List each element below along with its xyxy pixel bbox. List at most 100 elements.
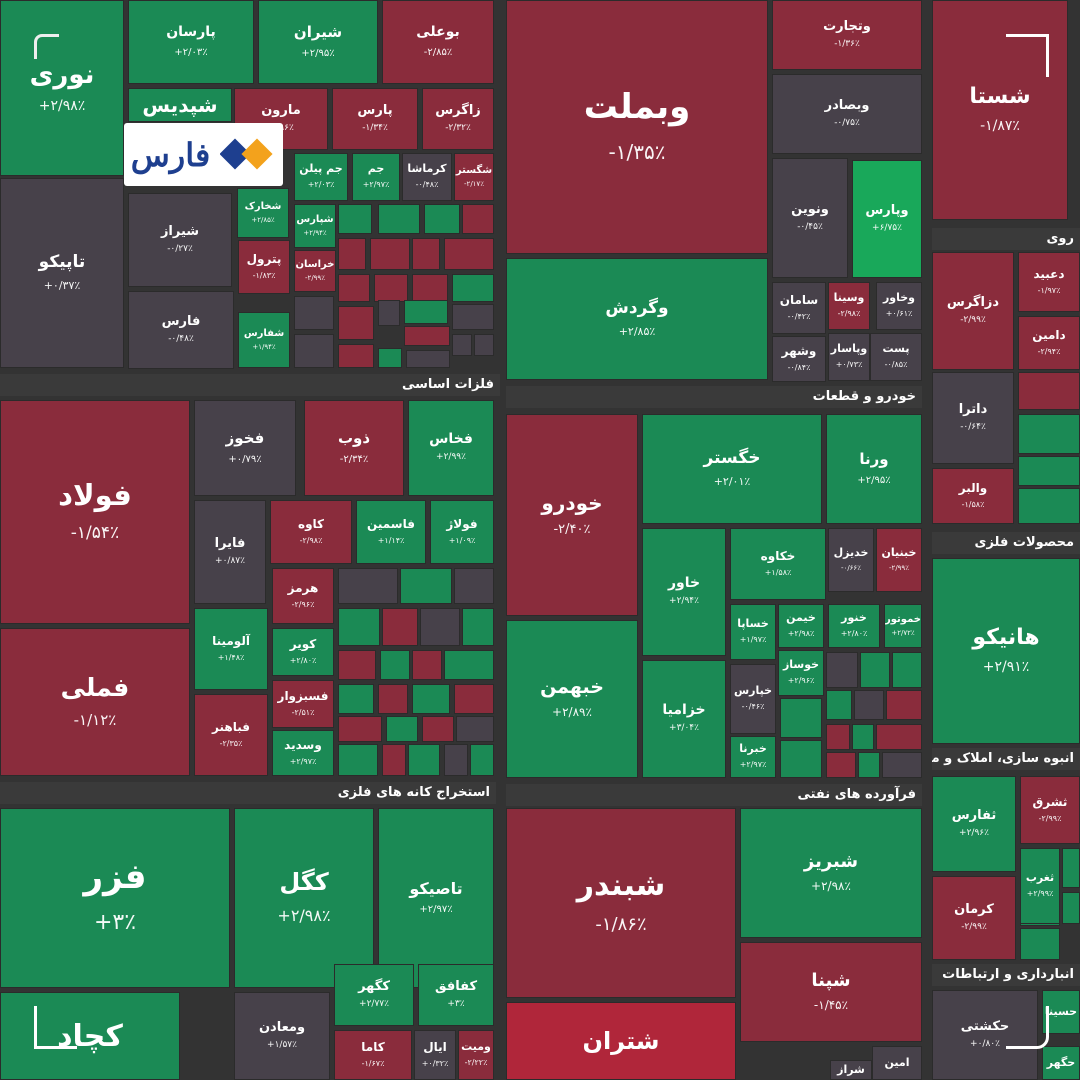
stock-tile[interactable]: هانیکو +۲/۹۱٪ (932, 558, 1080, 744)
stock-tile[interactable]: خنور +۲/۸۰٪ (828, 604, 880, 648)
stock-tile[interactable]: دزاگرس -۲/۹۹٪ (932, 252, 1014, 370)
stock-tile[interactable]: شبریز +۲/۹۸٪ (740, 808, 922, 938)
stock-tile[interactable]: فولاژ +۱/۰۹٪ (430, 500, 494, 564)
stock-symbol: پترول (246, 251, 282, 266)
stock-tile[interactable]: خزامیا +۳/۰۴٪ (642, 660, 726, 778)
stock-tile[interactable]: کویر +۲/۸۰٪ (272, 628, 334, 676)
stock-tile[interactable]: شیراز -۰/۲۷٪ (128, 193, 232, 287)
stock-tile[interactable]: پترول -۱/۸۳٪ (238, 240, 290, 294)
stock-tile[interactable]: فخاس +۲/۹۹٪ (408, 400, 494, 496)
stock-tile[interactable]: خیمن +۲/۹۸٪ (778, 604, 824, 648)
stock-tile[interactable]: خراسان -۲/۹۹٪ (294, 250, 336, 292)
stock-change: +۳٪ (93, 909, 137, 935)
stock-tile[interactable]: وخاور +۰/۶۱٪ (876, 282, 922, 330)
stock-symbol: کویر (289, 636, 317, 651)
stock-tile[interactable]: کگهر +۲/۷۷٪ (334, 964, 414, 1026)
stock-tile[interactable]: وبصادر -۰/۷۵٪ (772, 74, 922, 154)
stock-tile[interactable]: وگردش +۲/۸۵٪ (506, 258, 768, 380)
stock-tile[interactable]: کچاد (0, 992, 180, 1080)
stock-tile[interactable]: شبندر -۱/۸۶٪ (506, 808, 736, 998)
stock-tile[interactable]: فسبزوار -۲/۵۱٪ (272, 680, 334, 728)
stock-tile[interactable]: ومیت -۲/۲۲٪ (458, 1030, 494, 1080)
stock-tile[interactable]: فایرا +۰/۸۷٪ (194, 500, 266, 604)
stock-tile[interactable]: شفارس +۱/۹۴٪ (238, 312, 290, 368)
stock-symbol: شفارس (243, 327, 285, 339)
stock-tile[interactable]: زاگرس -۲/۳۲٪ (422, 88, 494, 150)
stock-tile[interactable]: ثفارس +۲/۹۶٪ (932, 776, 1016, 872)
stock-tile[interactable]: ایال +۰/۳۲٪ (414, 1030, 456, 1080)
stock-tile[interactable]: دعبید -۱/۹۷٪ (1018, 252, 1080, 312)
stock-tile[interactable]: پست -۰/۸۵٪ (870, 333, 922, 381)
stock-tile[interactable]: خبهمن +۲/۸۹٪ (506, 620, 638, 778)
stock-tile[interactable]: نوری +۲/۹۸٪ (0, 0, 124, 176)
stock-tile[interactable]: فارس -۰/۴۸٪ (128, 291, 234, 369)
stock-tile[interactable]: شستا -۱/۸۷٪ (932, 0, 1068, 220)
stock-tile[interactable]: حگهر (1042, 1046, 1080, 1080)
stock-tile[interactable]: امین (872, 1046, 922, 1080)
stock-tile[interactable]: تاصیکو +۲/۹۷٪ (378, 808, 494, 988)
treemap-filler-block (370, 238, 410, 270)
stock-tile[interactable]: فزر +۳٪ (0, 808, 230, 988)
stock-tile[interactable]: والبر -۱/۵۸٪ (932, 468, 1014, 524)
stock-tile[interactable]: داترا -۰/۶۴٪ (932, 372, 1014, 464)
stock-tile[interactable]: کاوه -۲/۹۸٪ (270, 500, 352, 564)
stock-tile[interactable]: پارس -۱/۳۴٪ (332, 88, 418, 150)
stock-tile[interactable]: وسدید +۲/۹۷٪ (272, 730, 334, 776)
stock-tile[interactable]: پارسان +۲/۰۳٪ (128, 0, 254, 84)
stock-tile[interactable]: فملی -۱/۱۲٪ (0, 628, 190, 776)
stock-tile[interactable]: سامان -۰/۴۲٪ (772, 282, 826, 334)
stock-tile[interactable]: خپارس -۰/۴۶٪ (730, 664, 776, 734)
stock-tile[interactable]: شیران +۲/۹۵٪ (258, 0, 378, 84)
stock-tile[interactable]: وبملت -۱/۳۵٪ (506, 0, 768, 254)
treemap-filler-block (400, 568, 452, 604)
stock-tile[interactable]: جم پیلن +۲/۰۳٪ (294, 153, 348, 201)
stock-tile[interactable]: حکشتی +۰/۸۰٪ (932, 990, 1038, 1080)
stock-tile[interactable]: شپدیس (128, 88, 232, 122)
stock-tile[interactable]: دامین -۲/۹۴٪ (1018, 316, 1080, 370)
stock-change: +۲/۹۸٪ (38, 98, 86, 115)
stock-tile[interactable]: شتران (506, 1002, 736, 1080)
stock-tile[interactable]: ثشرق -۲/۹۹٪ (1020, 776, 1080, 844)
stock-tile[interactable]: خبنیان -۲/۹۹٪ (876, 528, 922, 592)
stock-tile[interactable]: خبرنا +۲/۹۷٪ (730, 736, 776, 778)
stock-tile[interactable]: جم +۲/۹۷٪ (352, 153, 400, 201)
stock-tile[interactable]: بوعلی -۲/۸۵٪ (382, 0, 494, 84)
stock-tile[interactable]: خساپا +۱/۹۷٪ (730, 604, 776, 660)
stock-tile[interactable]: خگستر +۲/۰۱٪ (642, 414, 822, 524)
stock-tile[interactable]: کرمان -۲/۹۹٪ (932, 876, 1016, 960)
stock-tile[interactable]: خموتور +۲/۷۲٪ (884, 604, 922, 648)
stock-tile[interactable]: وسینا -۲/۹۸٪ (828, 282, 870, 330)
stock-tile[interactable]: وپاسار +۰/۷۳٪ (828, 333, 870, 381)
stock-tile[interactable]: خاور +۲/۹۴٪ (642, 528, 726, 656)
stock-tile[interactable]: آلومینا +۱/۴۸٪ (194, 608, 268, 690)
stock-tile[interactable]: کفافق +۳٪ (418, 964, 494, 1026)
stock-tile[interactable]: وتجارت -۱/۳۶٪ (772, 0, 922, 70)
stock-tile[interactable]: فاسمین +۱/۱۴٪ (356, 500, 426, 564)
stock-tile[interactable]: ذوب -۲/۳۴٪ (304, 400, 404, 496)
stock-tile[interactable]: فباهنر -۲/۳۵٪ (194, 694, 268, 776)
stock-tile[interactable]: کرماشا -۰/۴۸٪ (402, 153, 452, 201)
stock-tile[interactable]: شپارس +۲/۹۴٪ (294, 204, 336, 248)
stock-tile[interactable]: شخارک +۲/۸۵٪ (237, 188, 289, 238)
treemap-filler-block (1062, 848, 1080, 888)
stock-tile[interactable]: خوساز +۲/۹۶٪ (778, 650, 824, 696)
stock-tile[interactable]: وشهر -۰/۸۴٪ (772, 336, 826, 382)
stock-tile[interactable]: شراز (830, 1060, 872, 1080)
stock-tile[interactable]: کاما -۱/۶۷٪ (334, 1030, 412, 1080)
stock-tile[interactable]: ونوین -۰/۴۵٪ (772, 158, 848, 278)
stock-symbol: خبهمن (540, 676, 604, 699)
stock-tile[interactable]: ومعادن +۱/۵۷٪ (234, 992, 330, 1080)
stock-tile[interactable]: فولاد -۱/۵۴٪ (0, 400, 190, 624)
stock-tile[interactable]: هرمز -۲/۹۶٪ (272, 568, 334, 624)
stock-tile[interactable]: ورنا +۲/۹۵٪ (826, 414, 922, 524)
stock-tile[interactable]: ثغرب +۲/۹۹٪ (1020, 848, 1060, 924)
stock-tile[interactable]: شگستر -۲/۱۷٪ (454, 153, 494, 201)
stock-tile[interactable]: خودرو -۲/۴۰٪ (506, 414, 638, 616)
stock-tile[interactable]: تاپیکو +۰/۳۷٪ (0, 178, 124, 368)
stock-tile[interactable]: خدیزل -۰/۶۶٪ (828, 528, 874, 592)
stock-tile[interactable]: وپارس +۶/۷۵٪ (852, 160, 922, 278)
stock-tile[interactable]: کگل +۲/۹۸٪ (234, 808, 374, 988)
stock-tile[interactable]: شپنا -۱/۴۵٪ (740, 942, 922, 1042)
stock-tile[interactable]: خکاوه +۱/۵۸٪ (730, 528, 826, 600)
stock-tile[interactable]: فخوز +۰/۷۹٪ (194, 400, 296, 496)
